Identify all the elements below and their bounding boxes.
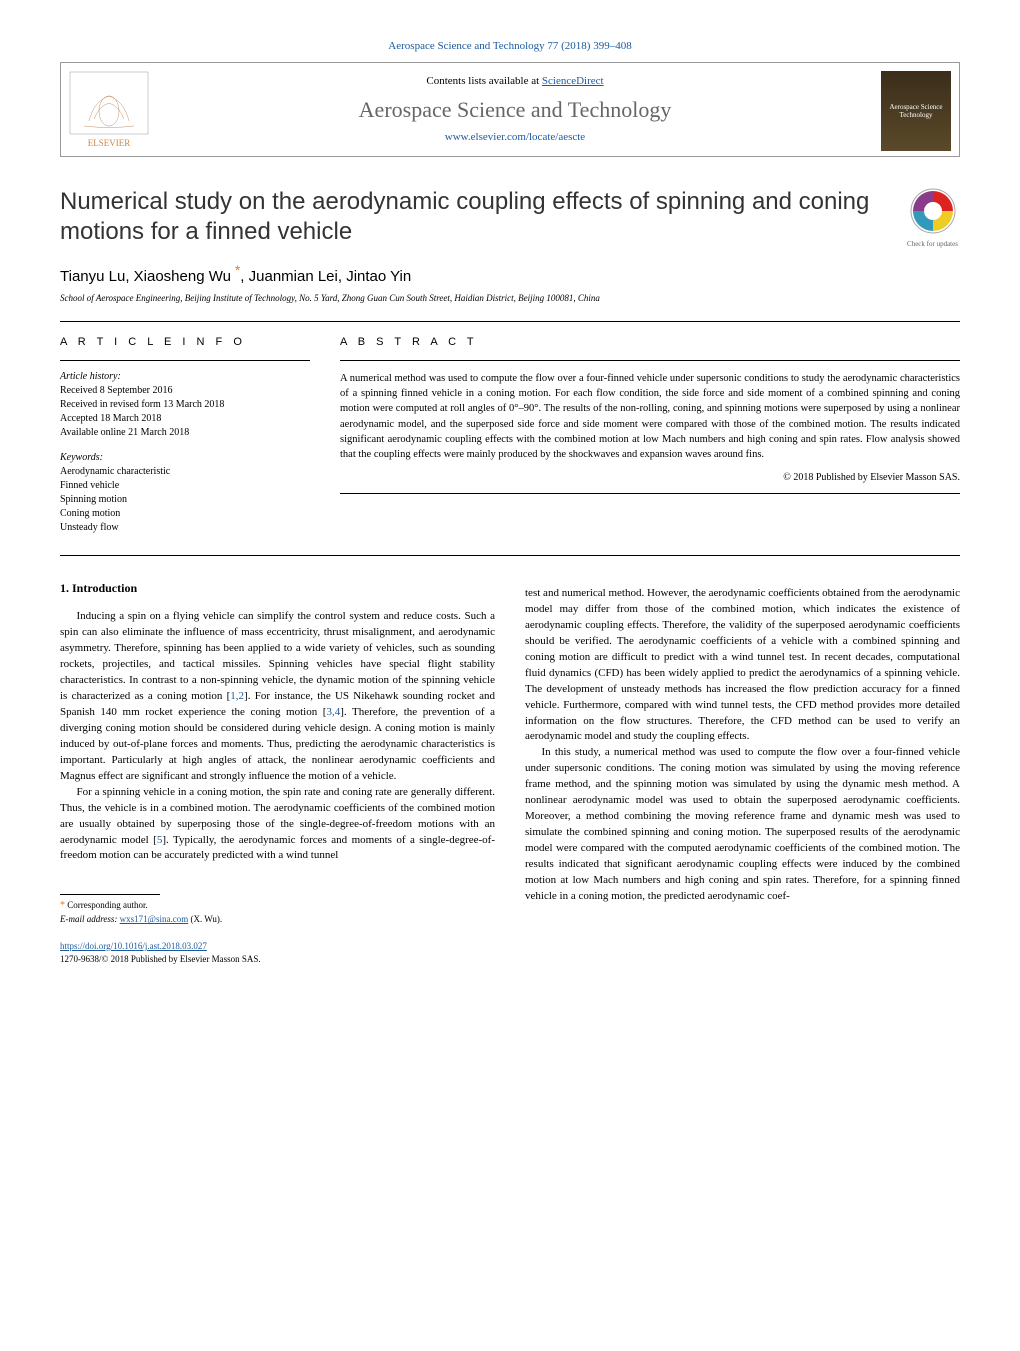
info-abstract-row: A R T I C L E I N F O Article history: R… [60, 336, 960, 535]
email-label: E-mail address: [60, 914, 120, 924]
abstract-heading: A B S T R A C T [340, 336, 960, 348]
keywords-label: Keywords: [60, 452, 310, 463]
history-item: Accepted 18 March 2018 [60, 412, 310, 426]
keyword: Aerodynamic characteristic [60, 465, 310, 479]
journal-homepage-link[interactable]: www.elsevier.com/locate/aescte [161, 131, 869, 143]
journal-name: Aerospace Science and Technology [161, 97, 869, 123]
article-info-heading: A R T I C L E I N F O [60, 336, 310, 348]
abstract-column: A B S T R A C T A numerical method was u… [340, 336, 960, 535]
divider [60, 321, 960, 322]
section-heading: 1. Introduction [60, 580, 495, 597]
paragraph: For a spinning vehicle in a coning motio… [60, 785, 495, 865]
footnote-divider [60, 894, 160, 895]
info-divider [60, 360, 310, 361]
check-updates-label: Check for updates [905, 240, 960, 248]
journal-cover-text: Aerospace Science Technology [885, 103, 947, 119]
footnote-label: Corresponding author. [67, 900, 148, 910]
header-citation[interactable]: Aerospace Science and Technology 77 (201… [60, 40, 960, 52]
issn-copyright: 1270-9638/© 2018 Published by Elsevier M… [60, 954, 261, 964]
abstract-text: A numerical method was used to compute t… [340, 371, 960, 462]
journal-cover-thumbnail[interactable]: Aerospace Science Technology [881, 71, 951, 151]
footnote-marker-icon: * [60, 900, 65, 911]
citation-link[interactable]: 1,2 [230, 690, 244, 702]
article-info-column: A R T I C L E I N F O Article history: R… [60, 336, 310, 535]
email-link[interactable]: wxs171@sina.com [120, 914, 189, 924]
crossmark-icon [909, 187, 957, 235]
footer-meta: https://doi.org/10.1016/j.ast.2018.03.02… [60, 940, 495, 965]
corresponding-author-footnote: * Corresponding author. [60, 899, 495, 913]
sciencedirect-link[interactable]: ScienceDirect [542, 75, 604, 87]
left-column: 1. Introduction Inducing a spin on a fly… [60, 580, 495, 965]
citation-link[interactable]: 5 [157, 834, 163, 846]
corresponding-author-marker-icon: * [231, 262, 240, 278]
email-footnote: E-mail address: wxs171@sina.com (X. Wu). [60, 913, 495, 926]
affiliation: School of Aerospace Engineering, Beijing… [60, 293, 960, 303]
paragraph: In this study, a numerical method was us… [525, 745, 960, 904]
author-names-2: , Juanmian Lei, Jintao Yin [240, 268, 411, 285]
contents-available-line: Contents lists available at ScienceDirec… [161, 75, 869, 87]
contents-prefix: Contents lists available at [426, 75, 541, 87]
keyword: Finned vehicle [60, 479, 310, 493]
history-item: Available online 21 March 2018 [60, 426, 310, 440]
body-columns: 1. Introduction Inducing a spin on a fly… [60, 580, 960, 965]
abstract-divider [340, 360, 960, 361]
elsevier-logo[interactable]: ELSEVIER [69, 71, 149, 151]
keyword: Unsteady flow [60, 521, 310, 535]
keyword: Spinning motion [60, 493, 310, 507]
header-box: ELSEVIER Aerospace Science Technology Co… [60, 62, 960, 157]
email-suffix: (X. Wu). [188, 914, 222, 924]
keyword: Coning motion [60, 507, 310, 521]
history-item: Received in revised form 13 March 2018 [60, 398, 310, 412]
check-updates-badge[interactable]: Check for updates [905, 187, 960, 248]
doi-link[interactable]: https://doi.org/10.1016/j.ast.2018.03.02… [60, 941, 207, 951]
abstract-copyright: © 2018 Published by Elsevier Masson SAS. [340, 472, 960, 483]
right-column: test and numerical method. However, the … [525, 580, 960, 965]
citation-link[interactable]: 3,4 [326, 706, 340, 718]
paragraph: Inducing a spin on a flying vehicle can … [60, 609, 495, 784]
page-root: Aerospace Science and Technology 77 (201… [0, 0, 1020, 1005]
history-item: Received 8 September 2016 [60, 384, 310, 398]
abstract-bottom-divider [340, 493, 960, 494]
history-label: Article history: [60, 371, 310, 382]
author-names-1: Tianyu Lu, Xiaosheng Wu [60, 268, 231, 285]
title-row: Numerical study on the aerodynamic coupl… [60, 187, 960, 248]
main-divider [60, 555, 960, 556]
elsevier-text: ELSEVIER [88, 138, 131, 148]
paragraph: test and numerical method. However, the … [525, 586, 960, 745]
authors-list: Tianyu Lu, Xiaosheng Wu *, Juanmian Lei,… [60, 262, 960, 285]
article-title: Numerical study on the aerodynamic coupl… [60, 187, 885, 247]
